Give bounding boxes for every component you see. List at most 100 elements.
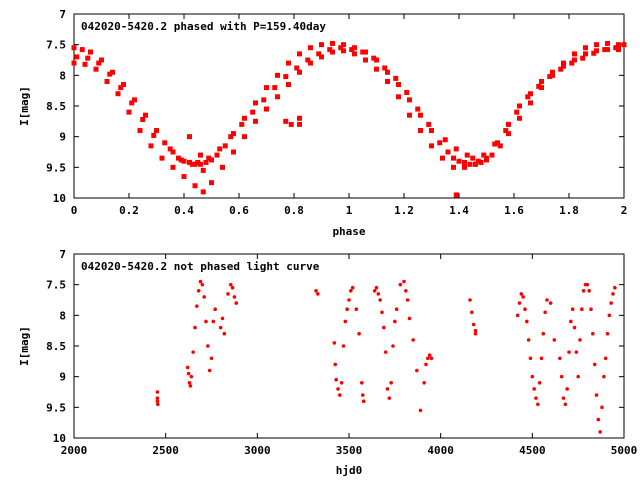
data-point: [330, 49, 335, 55]
data-point: [196, 289, 201, 293]
data-point: [613, 45, 619, 51]
data-point: [85, 55, 91, 61]
data-point: [506, 121, 511, 127]
data-point: [583, 51, 588, 57]
data-point: [489, 152, 495, 158]
data-point: [192, 183, 198, 189]
data-point: [602, 47, 608, 53]
data-point: [218, 325, 223, 330]
data-point: [360, 49, 366, 55]
data-point: [389, 381, 393, 385]
data-point: [404, 289, 408, 293]
data-point: [230, 285, 235, 290]
data-point: [525, 94, 531, 100]
data-point: [200, 167, 206, 173]
data-point: [283, 118, 289, 124]
x-tick-label: 2500: [152, 444, 179, 457]
data-point: [539, 356, 544, 361]
data-point: [475, 158, 481, 164]
data-point: [426, 356, 430, 361]
data-point: [574, 350, 579, 354]
data-points: [155, 279, 617, 434]
data-point: [407, 112, 412, 118]
data-point: [297, 115, 302, 121]
plot-frame: [73, 13, 625, 199]
data-point: [572, 325, 577, 330]
data-point: [231, 131, 236, 137]
data-point: [611, 292, 615, 296]
data-point: [426, 121, 432, 127]
data-point: [242, 134, 247, 140]
data-point: [473, 331, 478, 336]
data-point: [308, 45, 313, 51]
y-tick-label: 10: [53, 192, 66, 205]
unphased-panel: 2000 2500 3000 3500 4000 4500 5000 7 7.5 8 8.5 9 9.5…: [18, 248, 637, 477]
data-point: [239, 121, 245, 127]
data-point: [528, 356, 533, 361]
x-tick-label: 0: [71, 204, 78, 217]
data-point: [341, 344, 346, 348]
data-point: [437, 140, 443, 146]
data-point: [74, 54, 80, 60]
x-tick-label: 5000: [611, 444, 638, 457]
data-point: [594, 48, 599, 54]
data-point: [220, 164, 225, 170]
data-point: [589, 307, 593, 312]
data-point: [394, 307, 399, 312]
data-point: [594, 42, 599, 48]
data-point: [521, 295, 525, 299]
y-tick-label: 8.5: [46, 340, 66, 353]
data-point: [232, 295, 237, 299]
data-point: [349, 289, 353, 293]
plot-frame: [73, 253, 625, 439]
data-point: [456, 158, 462, 164]
y-tick-label: 7.5: [46, 279, 66, 292]
data-point: [159, 155, 165, 161]
data-point: [88, 49, 93, 55]
data-point: [107, 71, 113, 77]
data-point: [206, 344, 210, 348]
data-point: [226, 292, 230, 296]
x-tick-label: 1.8: [559, 204, 579, 217]
data-point: [484, 155, 489, 161]
data-point: [581, 289, 586, 293]
data-point: [283, 74, 289, 80]
x-tick-label: 1.2: [394, 204, 414, 217]
data-point: [350, 285, 355, 290]
data-point: [231, 149, 236, 155]
data-point: [220, 316, 225, 321]
data-point: [470, 155, 476, 161]
data-point: [462, 159, 467, 165]
data-point: [132, 97, 137, 103]
data-point: [567, 350, 571, 354]
data-point: [198, 161, 203, 167]
data-point: [338, 393, 342, 397]
data-point: [363, 49, 368, 55]
x-tick-label: 4000: [427, 444, 454, 457]
data-point: [385, 78, 390, 84]
data-point: [294, 65, 300, 71]
data-point: [621, 42, 627, 48]
data-point: [376, 292, 381, 296]
data-point: [532, 387, 536, 391]
data-point: [264, 106, 269, 112]
data-point: [587, 289, 591, 293]
data-point: [578, 338, 582, 342]
data-point: [559, 374, 564, 379]
data-point: [129, 100, 135, 106]
data-point: [297, 121, 302, 127]
data-point: [195, 304, 199, 308]
data-point: [253, 100, 258, 106]
data-point: [526, 338, 531, 342]
data-point: [561, 63, 566, 69]
data-point: [181, 158, 187, 164]
data-point: [228, 134, 234, 140]
data-point: [536, 83, 542, 89]
data-point: [517, 301, 522, 305]
data-point: [605, 40, 610, 46]
data-point: [234, 301, 239, 305]
data-point: [357, 331, 361, 336]
data-point: [200, 189, 206, 195]
data-point: [380, 310, 384, 315]
data-point: [319, 42, 324, 48]
